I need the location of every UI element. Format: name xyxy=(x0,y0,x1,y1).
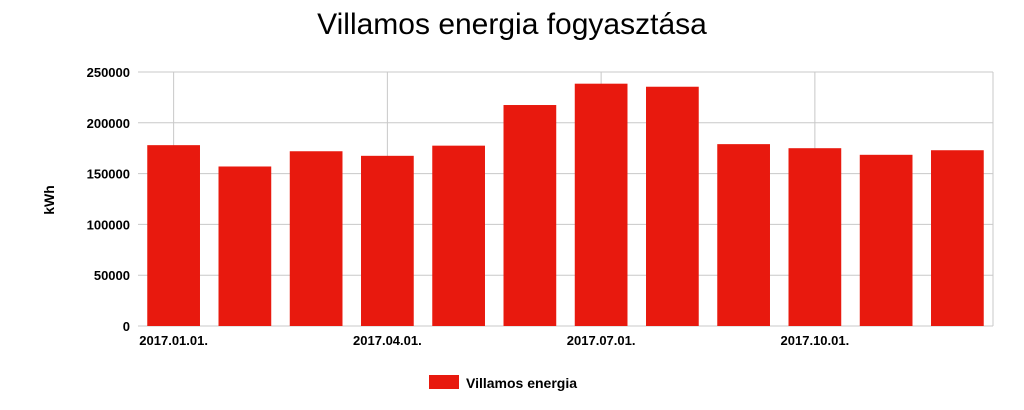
chart-title: Villamos energia fogyasztása xyxy=(317,8,707,41)
legend-swatch xyxy=(429,375,459,389)
bar xyxy=(503,105,557,327)
x-tick-label: 2017.01.01. xyxy=(139,333,208,348)
y-tick-label: 200000 xyxy=(87,116,130,131)
bar xyxy=(859,154,913,326)
legend: Villamos energia xyxy=(429,375,577,391)
bar xyxy=(646,86,699,327)
bar xyxy=(717,144,770,326)
y-axis-label: kWh xyxy=(41,185,57,215)
bar-layer xyxy=(147,83,984,327)
x-tick-label: 2017.04.01. xyxy=(353,333,422,348)
bar xyxy=(361,155,414,326)
y-tick-label: 100000 xyxy=(87,217,130,232)
bar xyxy=(788,148,842,326)
x-tick-label: 2017.07.01. xyxy=(567,333,636,348)
x-tick-label: 2017.10.01. xyxy=(781,333,850,348)
axis-layer: 0 50000 100000 150000 200000 250000 2017.01.01… xyxy=(87,65,850,348)
bar xyxy=(218,166,272,326)
bar xyxy=(147,145,200,326)
bar xyxy=(574,83,628,327)
legend-label: Villamos energia xyxy=(466,375,577,391)
bar xyxy=(432,145,485,326)
y-tick-label: 50000 xyxy=(94,268,130,283)
y-tick-label: 0 xyxy=(123,319,130,334)
bar xyxy=(289,151,343,326)
y-tick-label: 250000 xyxy=(87,65,130,80)
y-tick-label: 150000 xyxy=(87,167,130,182)
bar xyxy=(931,150,984,326)
